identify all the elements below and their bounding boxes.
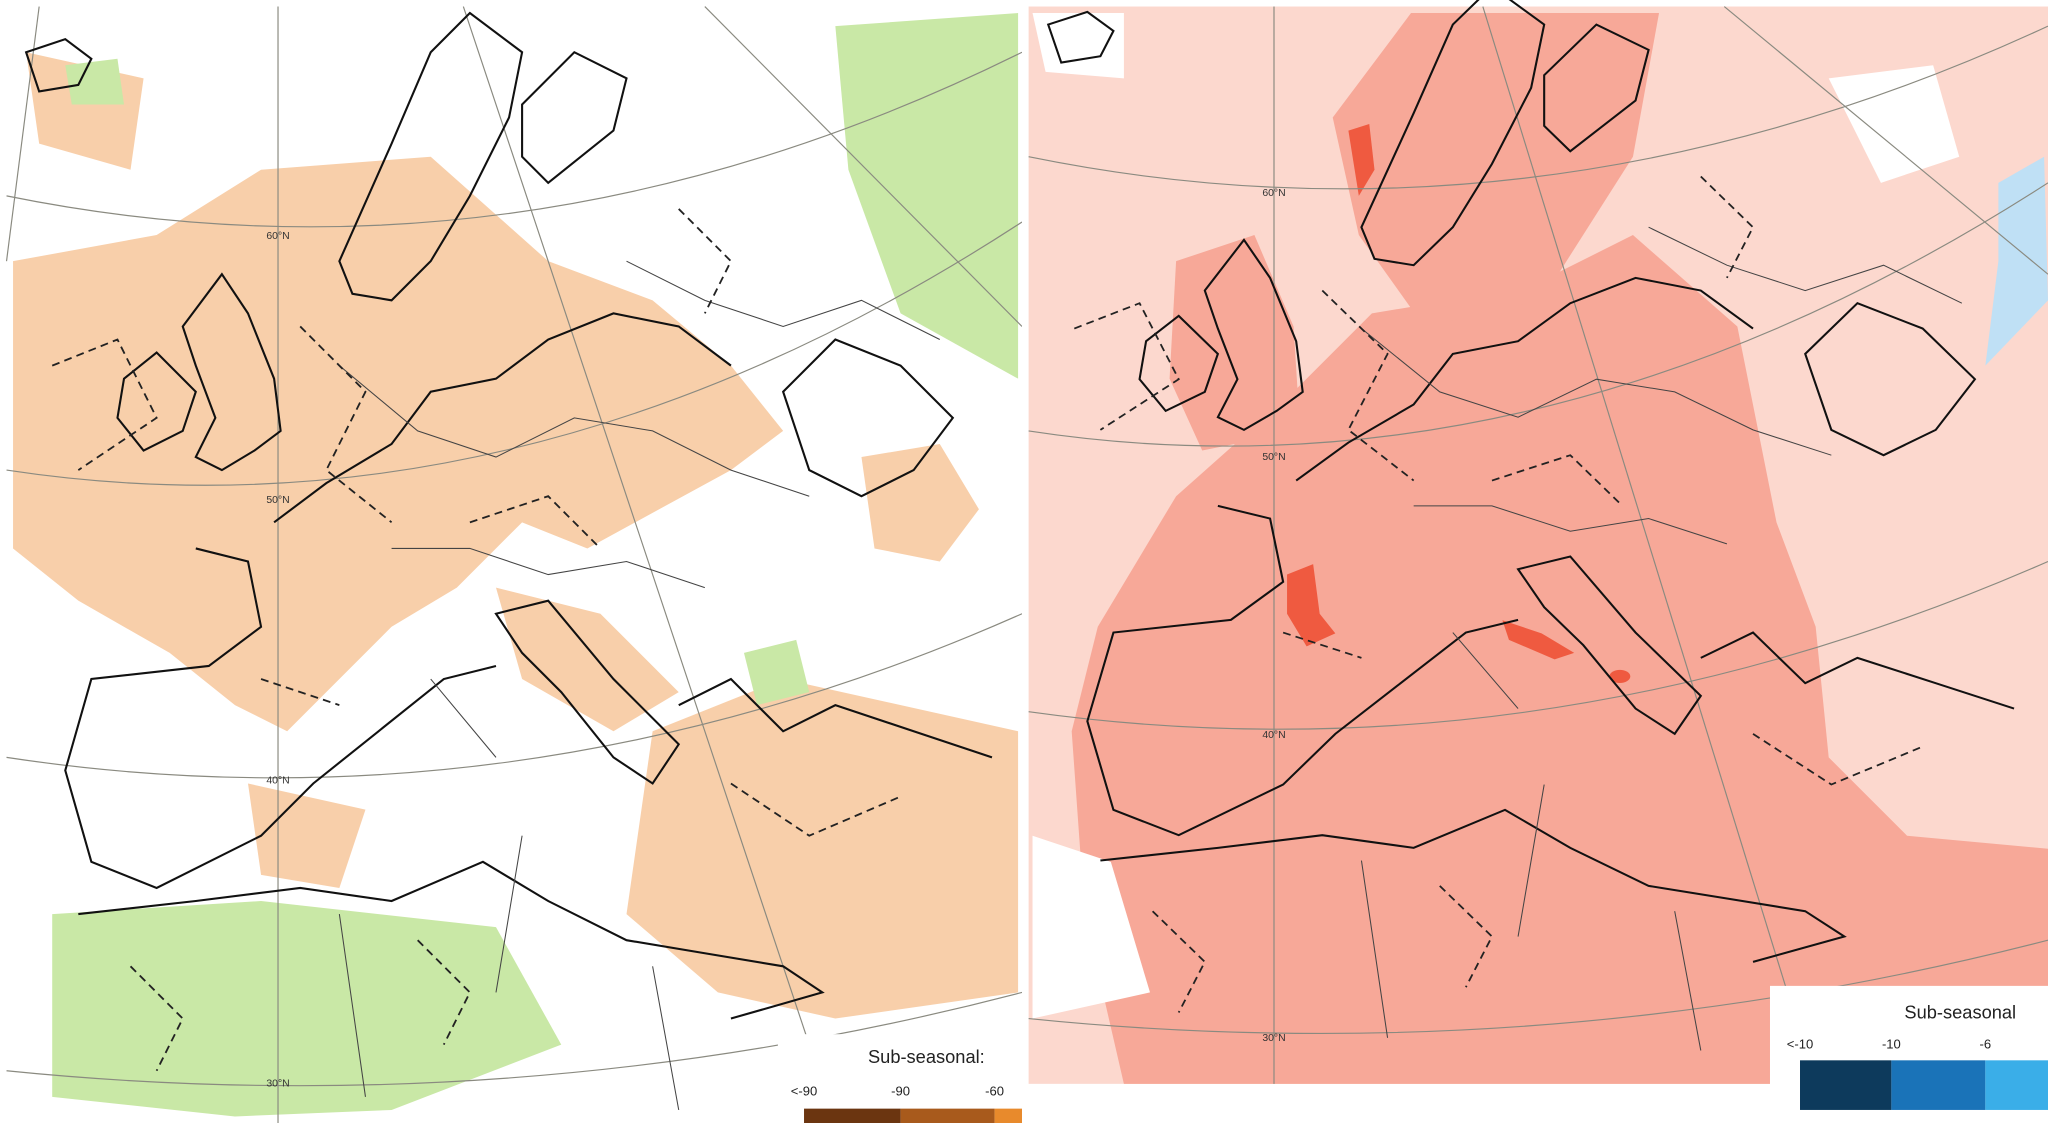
latitude-line: [1028, 939, 2048, 1035]
legend-label: -60: [985, 1084, 1004, 1099]
legend-swatch: [1800, 1060, 1892, 1110]
latitude-label: 60°N: [266, 231, 289, 242]
legend: Sub-seasonal: <-90 -90 -60: [777, 1034, 1022, 1123]
legend-swatch: [994, 1108, 1022, 1123]
right-map: 60°N 50°N 40°N 30°N Sub-seasonal <-10 -1…: [1026, 0, 2048, 1123]
meridian-line: [1723, 6, 2048, 275]
legend-swatch: [900, 1108, 995, 1123]
legend-box: [777, 1034, 1022, 1123]
legend-swatch: [1985, 1060, 2048, 1110]
latitude-label: 30°N: [1262, 1033, 1285, 1044]
meridian-line: [704, 6, 1022, 327]
legend-title: Sub-seasonal: [1904, 1002, 2016, 1023]
latitude-label: 40°N: [266, 776, 289, 787]
legend-label: <-90: [791, 1084, 817, 1099]
latitude-line: [1028, 560, 2048, 730]
latitude-line: [6, 221, 1022, 486]
latitude-line: [1028, 182, 2048, 447]
latitude-line: [1028, 25, 2048, 190]
wet-shading: [52, 13, 1019, 1117]
strong-anomaly: [1287, 124, 1631, 683]
latitude-line: [6, 991, 1022, 1087]
legend-swatch: [804, 1108, 901, 1123]
latitude-label: 50°N: [1262, 452, 1285, 463]
latitude-label: 50°N: [266, 495, 289, 506]
legend-title: Sub-seasonal:: [868, 1046, 985, 1067]
latitude-line: [6, 51, 1022, 228]
anomaly-shading: [1071, 13, 2048, 1084]
legend: Sub-seasonal <-10 -10 -6: [1769, 985, 2048, 1123]
cool-anomaly: [1032, 13, 2048, 1019]
latitude-label: 30°N: [266, 1079, 289, 1090]
meridian-line: [462, 6, 836, 1123]
anomaly-shading: [13, 52, 1019, 1019]
legend-label: <-10: [1787, 1037, 1813, 1052]
latitude-label: 60°N: [1262, 188, 1285, 199]
legend-label: -10: [1882, 1037, 1901, 1052]
legend-label: -6: [1980, 1037, 1992, 1052]
left-map: 60°N 50°N 40°N 30°N Sub-seasonal: <-90 -…: [0, 0, 1022, 1123]
latitude-label: 40°N: [1262, 730, 1285, 741]
legend-label: -90: [891, 1084, 910, 1099]
legend-swatch: [1891, 1060, 1986, 1110]
latitude-line: [6, 613, 1022, 779]
